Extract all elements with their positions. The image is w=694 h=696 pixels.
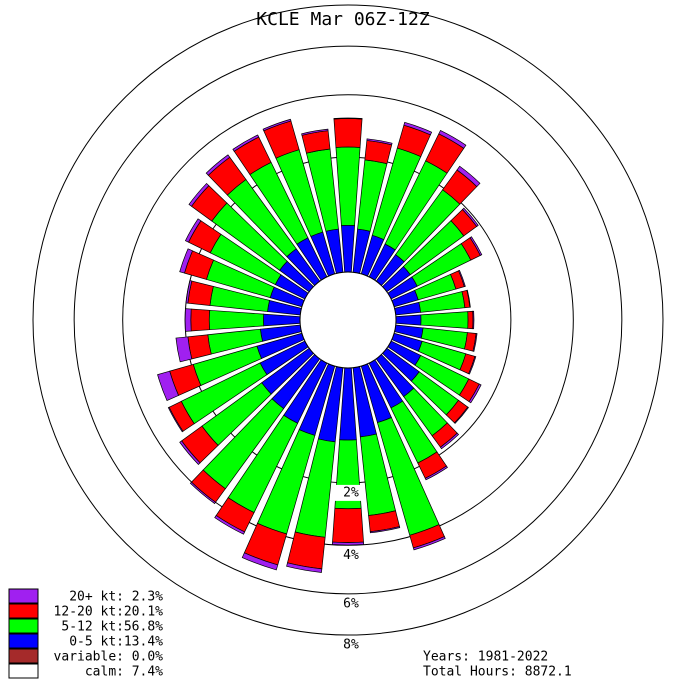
legend-share: 20.1% (124, 605, 163, 620)
calm-circle (299, 271, 397, 369)
wedge (395, 314, 422, 326)
wedge (205, 154, 231, 176)
wedge (332, 507, 364, 543)
wedge (263, 313, 301, 327)
wedge (241, 552, 279, 571)
legend-name: 20+ kt: (69, 590, 124, 605)
wedge (301, 128, 329, 136)
wedge (179, 440, 201, 465)
wedge (208, 309, 265, 331)
wedge (420, 311, 469, 329)
ring-label: 4% (343, 548, 359, 563)
wedge (190, 308, 210, 332)
wedge (179, 248, 194, 274)
wedge (214, 515, 246, 535)
wedge (403, 121, 433, 136)
wedge (468, 355, 477, 375)
wedge (184, 308, 192, 332)
wedge (262, 118, 292, 132)
wedge (468, 383, 482, 404)
wedge (333, 118, 363, 148)
wedge (331, 541, 365, 546)
legend-share: 13.4% (124, 635, 163, 650)
wedge (458, 269, 466, 288)
legend-name: 0-5 kt: (69, 635, 124, 650)
wedge (184, 218, 202, 243)
ring-label: 8% (343, 637, 359, 652)
wedge (412, 536, 446, 551)
legend-swatch (8, 588, 39, 604)
chart-title: KCLE Mar 06Z-12Z (256, 9, 430, 30)
wedge (157, 370, 180, 402)
wedge (185, 280, 193, 304)
legend-name: 12-20 kt: (54, 605, 124, 620)
ring-label-bg (335, 484, 361, 501)
wedge (469, 236, 483, 256)
wedge (366, 138, 393, 146)
wedge (439, 432, 460, 450)
legend-swatch (8, 618, 39, 634)
wedge (175, 336, 193, 363)
legend-swatch (8, 648, 39, 664)
wedge (335, 146, 361, 226)
legend-name: calm: (85, 665, 124, 680)
wedge (472, 333, 478, 352)
wedge (187, 280, 214, 306)
wedge (333, 117, 363, 120)
ring-label-bg (335, 547, 361, 564)
wedge (472, 310, 475, 330)
years: Years: 1981-2022 (423, 650, 548, 665)
legend-name: 5-12 kt: (61, 620, 124, 635)
legend-swatch (8, 603, 39, 619)
legend-share: 2.3% (132, 590, 163, 605)
ring-label: 6% (343, 596, 359, 611)
ring (32, 4, 664, 636)
legend-name: variable: (54, 650, 124, 665)
ring-label-bg (335, 595, 361, 612)
wedge (456, 165, 481, 188)
wedge (287, 531, 326, 570)
wedge (466, 289, 471, 308)
wedge (438, 130, 467, 149)
wedge (189, 481, 217, 505)
wedge (167, 406, 184, 433)
legend-share: 0.0% (132, 650, 163, 665)
ring (73, 45, 623, 595)
total-hours: Total Hours: 8872.1 (423, 665, 572, 680)
ring-label-bg (335, 636, 361, 653)
wedge (454, 406, 469, 424)
wedge (232, 134, 260, 152)
wedge (187, 334, 212, 360)
legend-share: 7.4% (132, 665, 163, 680)
wedge (467, 310, 474, 330)
wedge (188, 182, 210, 207)
wedge (461, 207, 479, 227)
legend-swatch (8, 633, 39, 649)
legend-share: 56.8% (124, 620, 163, 635)
wedge (341, 224, 355, 273)
wedge (424, 465, 448, 481)
wedge (369, 526, 401, 534)
legend-swatch (8, 663, 39, 679)
wedge (286, 562, 323, 573)
ring-label: 2% (343, 485, 359, 500)
